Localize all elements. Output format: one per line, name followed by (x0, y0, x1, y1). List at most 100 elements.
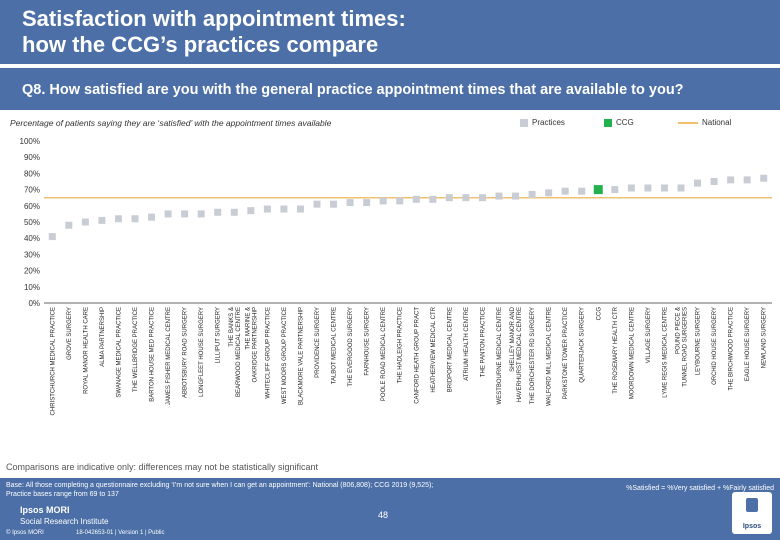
practice-point (644, 184, 652, 192)
category-label: HEATHERVIEW MEDICAL CTR (431, 306, 437, 392)
practice-point (48, 233, 56, 241)
category-label: LILLIPUT SURGERY (216, 307, 222, 363)
brand-name: Ipsos MORI (20, 505, 70, 515)
practice-point (296, 205, 304, 213)
category-label: WESTBOURNE MEDICAL CENTRE (497, 307, 503, 404)
practice-point (230, 208, 238, 216)
title-banner (0, 0, 780, 64)
category-label: THE MARINE & (245, 307, 251, 350)
y-tick-label: 90% (24, 153, 40, 162)
y-tick-label: 80% (24, 169, 40, 178)
category-label: BLACKMORE VALE PARTNERSHIP (298, 307, 304, 405)
practice-point (164, 210, 172, 218)
category-label: LEYBOURNE SURGERY (696, 307, 702, 375)
category-label: CANFORD HEATH GROUP PRACT (414, 307, 420, 404)
category-label: THE ROSEMARY HEALTH CTR (613, 306, 619, 393)
practice-point (710, 178, 718, 185)
category-label: THE BANKS & (229, 307, 235, 347)
category-label: POOLE ROAD MEDICAL CENTRE (381, 307, 387, 401)
category-label: WALFORD MILL MEDICAL CENTRE (547, 307, 553, 406)
category-label: ABBOTSBURY ROAD SURGERY (183, 307, 189, 398)
category-label: THE PANTON PRACTICE (480, 307, 486, 377)
ipsos-logo-icon (746, 498, 758, 512)
satisfaction-scatter-chart: 0% 10% 20% 30% 40% 50% 60% 70% 80% 90% 100% CHRISTC… (20, 137, 772, 415)
category-label: EAGLE HOUSE SURGERY (745, 307, 751, 381)
y-tick-label: 60% (24, 202, 40, 211)
practice-point (181, 210, 189, 218)
category-label: ATRIUM HEALTH CENTRE (464, 307, 470, 381)
practice-point (743, 176, 751, 184)
practice-point (578, 187, 586, 195)
legend-national-swatch (678, 121, 698, 124)
category-label: BARTON HOUSE MED PRACTICE (150, 307, 156, 402)
category-label: ALMA PARTNERSHIP (100, 307, 106, 367)
category-label: FARNHOUSE SURGERY (365, 307, 371, 376)
question-banner (0, 68, 780, 110)
practice-point (512, 192, 520, 200)
category-label: GROVE SURGERY (67, 307, 73, 360)
practice-point (131, 215, 139, 223)
legend-practices-swatch (520, 118, 528, 127)
category-label: OAKRIDGE PARTNERSHIP (252, 307, 258, 382)
practice-point (611, 186, 619, 194)
base-note-line-2: Practice bases range from 69 to 137 (6, 491, 119, 498)
category-label: CHRISTCHURCH MEDICAL PRACTICE (50, 307, 56, 415)
category-label: THE WELLBRIDGE PRACTICE (133, 307, 139, 392)
practice-point (396, 197, 404, 205)
practice-point (197, 210, 205, 218)
y-tick-label: 50% (24, 218, 40, 227)
practice-point (545, 189, 553, 197)
legend-ccg: CCG (604, 118, 634, 127)
ipsos-logo: Ipsos (732, 492, 772, 534)
category-label: LONGFLEET HOUSE SURGERY (199, 307, 205, 397)
category-label: THE DORCHESTER RD SURGERY (530, 307, 536, 404)
category-label: BRIDPORT MEDICAL CENTRE (447, 307, 453, 392)
practice-point (280, 205, 288, 213)
legend-practices-label: Practices (532, 118, 565, 127)
category-label: NEWLAND SURGERY (762, 307, 768, 368)
practice-point (313, 200, 321, 208)
y-tick-label: 0% (28, 299, 40, 308)
category-label: WEST MOORS GROUP PRACTICE (282, 307, 288, 404)
practice-point (98, 216, 106, 224)
practice-point (81, 218, 89, 226)
brand-subtitle: Social Research Institute (20, 517, 109, 526)
practice-point (148, 213, 156, 221)
practice-point (660, 184, 668, 192)
practice-point (495, 192, 503, 200)
category-label: SHELLEY MANOR AND (510, 306, 516, 372)
category-label: CCG (596, 307, 602, 321)
satisfied-definition: %Satisfied = %Very satisfied + %Fairly s… (626, 485, 774, 492)
category-label: PARKSTONE TOWER PRACTICE (563, 307, 569, 399)
copyright: © Ipsos MORI (6, 530, 44, 536)
practice-point (330, 200, 338, 208)
practice-point (429, 195, 437, 203)
job-reference: 18-042653-01 | Version 1 | Public (76, 530, 165, 536)
title-line-2: how the CCG’s practices compare (22, 32, 379, 57)
y-tick-label: 10% (24, 283, 40, 292)
practice-point (445, 194, 453, 202)
category-label: THE HADLEIGH PRACTICE (398, 307, 404, 383)
y-tick-label: 30% (24, 250, 40, 259)
ipsos-logo-text: Ipsos (742, 523, 762, 530)
practice-point (727, 176, 735, 184)
legend-ccg-label: CCG (616, 118, 634, 127)
category-label: THE EVERGOOD SURGERY (348, 307, 354, 387)
practice-point (694, 179, 702, 187)
legend-national-label: National (702, 118, 732, 127)
practice-point (561, 187, 569, 195)
title-line-1: Satisfaction with appointment times: (22, 6, 406, 31)
page-number: 48 (378, 510, 389, 520)
practice-point (363, 199, 371, 207)
significance-note: Comparisons are indicative only: differe… (6, 462, 318, 472)
practice-point (247, 207, 255, 215)
practice-point (65, 221, 73, 229)
practice-point (627, 184, 635, 192)
practice-point (214, 208, 222, 216)
y-tick-label: 100% (20, 137, 40, 146)
practice-point (412, 195, 420, 203)
practice-point (528, 190, 536, 198)
practice-point (379, 197, 387, 205)
category-label: LYME REGIS MEDICAL CENTRE (662, 307, 668, 398)
practice-point (263, 205, 271, 213)
